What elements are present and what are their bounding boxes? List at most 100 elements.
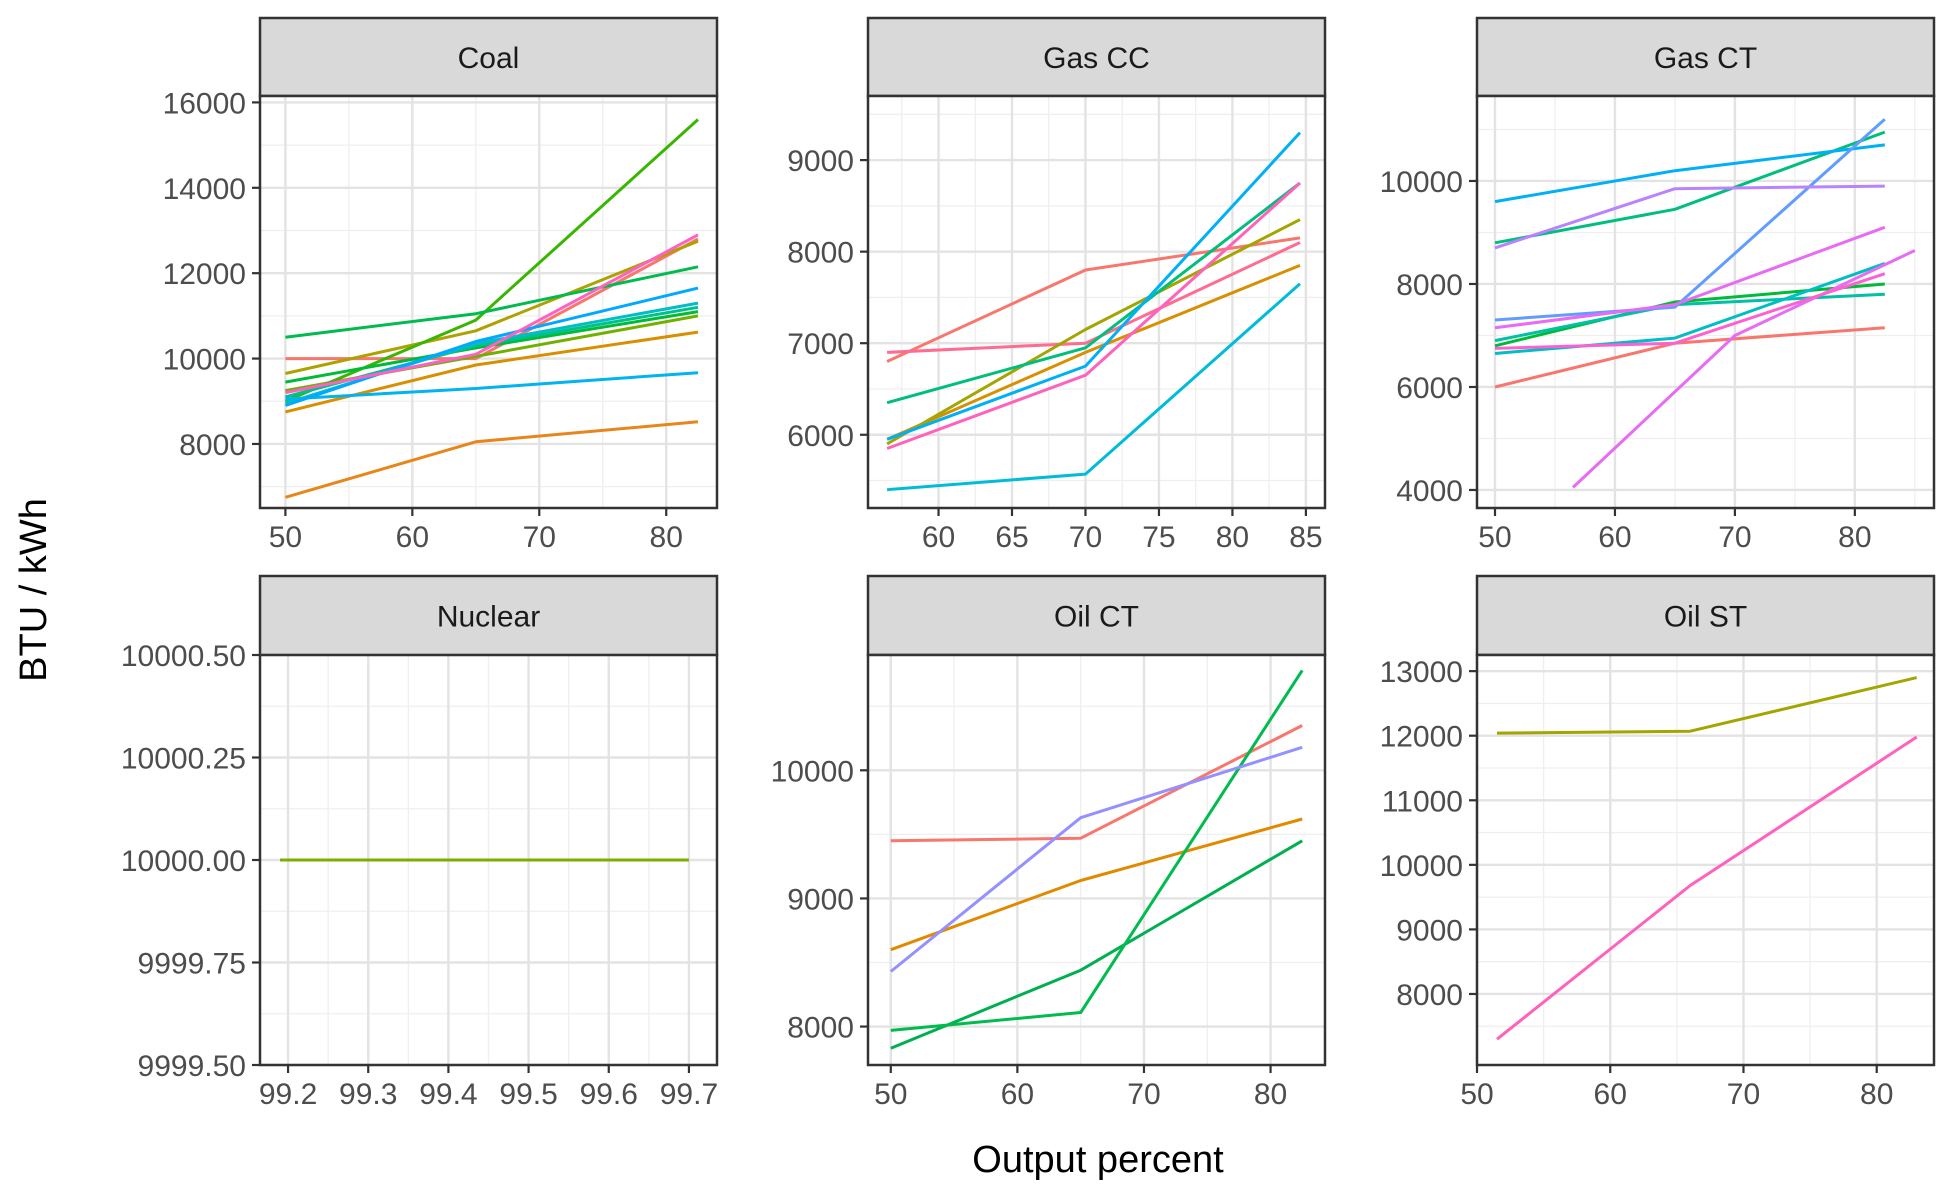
- series-line-9: [1494, 225, 1886, 330]
- series-line-5: [1494, 261, 1886, 355]
- x-tick-label: 60: [1001, 1078, 1034, 1111]
- y-tick-label: 13000: [1380, 656, 1463, 689]
- series-line-8: [886, 181, 1302, 450]
- series-line-2: [284, 420, 699, 499]
- x-tick-label: 65: [995, 521, 1028, 554]
- x-tick-label: 80: [650, 521, 683, 554]
- x-tick-label: 80: [1838, 521, 1871, 554]
- x-tick-label: 70: [1127, 1078, 1160, 1111]
- series-line-4: [886, 218, 1301, 446]
- y-tick-label: 8000: [787, 1012, 854, 1045]
- series-line-2: [887, 241, 1301, 354]
- series-line-1: [890, 724, 1303, 843]
- y-tick-label: 10000: [163, 344, 246, 377]
- panel-oil-ct: Oil CT 50 60 70 80 8000 9000 10000: [771, 574, 1327, 1111]
- x-axis-title: Output percent: [972, 1139, 1224, 1181]
- y-tick-label: 14000: [163, 173, 246, 206]
- series-line-13: [285, 233, 699, 395]
- panel-border: [866, 653, 1327, 1067]
- facet-strip: [258, 574, 719, 657]
- x-tick-label: 99.4: [419, 1078, 477, 1111]
- x-tick-label: 60: [1598, 521, 1631, 554]
- x-tick-label: 50: [269, 521, 302, 554]
- x-tick-label: 99.7: [660, 1078, 718, 1111]
- series-group: [284, 118, 700, 499]
- y-tick-label: 12000: [1380, 721, 1463, 754]
- y-tick-label: 10000: [1380, 166, 1463, 199]
- panel-nuclear: Nuclear 99.2 99.3 99.4 99.5 99.6 99.7 9999.50 99…: [121, 574, 719, 1111]
- series-group: [889, 669, 1304, 1050]
- y-axis-title: BTU / kWh: [13, 498, 55, 682]
- y-tick-label: 12000: [163, 258, 246, 291]
- series-line-11: [1494, 272, 1886, 350]
- x-tick-label: 85: [1289, 521, 1322, 554]
- series-line-12: [284, 286, 699, 407]
- y-tick-label: 6000: [1396, 372, 1463, 405]
- y-tick-label: 10000.50: [121, 640, 246, 673]
- y-tick-label: 8000: [179, 429, 246, 462]
- series-line-4: [285, 239, 699, 375]
- panel-border: [1475, 653, 1936, 1067]
- x-tick-label: 50: [1460, 1078, 1493, 1111]
- y-tick-label: 10000.25: [121, 743, 246, 776]
- x-tick-label: 60: [396, 521, 429, 554]
- panel-coal: Coal 50 60 70 80 8000 10000 12000 14000 16000: [163, 16, 719, 554]
- y-tick-label: 6000: [787, 420, 854, 453]
- panel-oil-st: Oil ST 50 60 70 80 8000 9000 10000 11000 12000 130…: [1380, 574, 1936, 1111]
- panel-gas-ct: Gas CT 50 60 70 80 4000 6000 8000 10000: [1380, 16, 1936, 554]
- x-tick-label: 70: [1718, 521, 1751, 554]
- y-tick-label: 8000: [1396, 269, 1463, 302]
- panel-border: [258, 94, 719, 510]
- x-tick-label: 70: [1727, 1078, 1760, 1111]
- facet-title: Nuclear: [437, 601, 540, 634]
- series-line-3: [886, 264, 1301, 441]
- panel-border: [1475, 94, 1936, 510]
- panel-background: [868, 96, 1325, 508]
- series-line-1: [1496, 676, 1918, 735]
- facet-panels: Coal 50 60 70 80 8000 10000 12000 14000 16000 Gas …: [121, 16, 1936, 1111]
- y-tick-label: 9999.75: [138, 948, 246, 981]
- series-line-2: [1496, 735, 1918, 1041]
- y-tick-label: 9000: [1396, 914, 1463, 947]
- series-line-2: [890, 817, 1303, 952]
- x-tick-label: 80: [1216, 521, 1249, 554]
- series-line-8: [1494, 184, 1885, 250]
- panel-background: [1477, 655, 1934, 1065]
- series-line-6: [886, 282, 1301, 492]
- x-tick-label: 99.6: [580, 1078, 638, 1111]
- facet-strip: [866, 16, 1327, 98]
- series-line-7: [886, 131, 1302, 441]
- series-group: [1494, 118, 1916, 489]
- x-tick-label: 50: [874, 1078, 907, 1111]
- y-tick-label: 4000: [1396, 475, 1463, 508]
- series-line-5: [889, 745, 1303, 973]
- y-tick-label: 8000: [787, 237, 854, 270]
- x-tick-label: 99.5: [499, 1078, 557, 1111]
- x-tick-label: 80: [1254, 1078, 1287, 1111]
- y-tick-label: 9000: [787, 883, 854, 916]
- facet-title: Coal: [458, 42, 520, 75]
- panel-gas-cc: Gas CC 60 65 70 75 80 85 6000 7000 8000 9000: [787, 16, 1327, 554]
- x-tick-label: 60: [1594, 1078, 1627, 1111]
- y-tick-label: 9000: [787, 145, 854, 178]
- series-line-3: [890, 839, 1303, 1050]
- x-tick-label: 50: [1478, 521, 1511, 554]
- series-line-8: [285, 265, 699, 339]
- series-line-5: [886, 181, 1301, 405]
- y-tick-label: 16000: [163, 87, 246, 120]
- series-line-11: [285, 371, 699, 401]
- facet-title: Oil CT: [1054, 601, 1139, 634]
- panel-border: [866, 94, 1327, 510]
- series-line-6: [284, 118, 700, 403]
- series-line-2: [1494, 282, 1885, 348]
- y-tick-label: 11000: [1382, 785, 1463, 818]
- x-tick-label: 75: [1142, 521, 1175, 554]
- series-group: [1496, 676, 1918, 1041]
- facet-title: Gas CT: [1654, 42, 1757, 75]
- x-tick-label: 60: [922, 521, 955, 554]
- y-tick-label: 8000: [1396, 979, 1463, 1012]
- panel-background: [868, 655, 1325, 1065]
- facet-strip: [1475, 574, 1936, 657]
- x-tick-label: 70: [523, 521, 556, 554]
- x-tick-label: 70: [1069, 521, 1102, 554]
